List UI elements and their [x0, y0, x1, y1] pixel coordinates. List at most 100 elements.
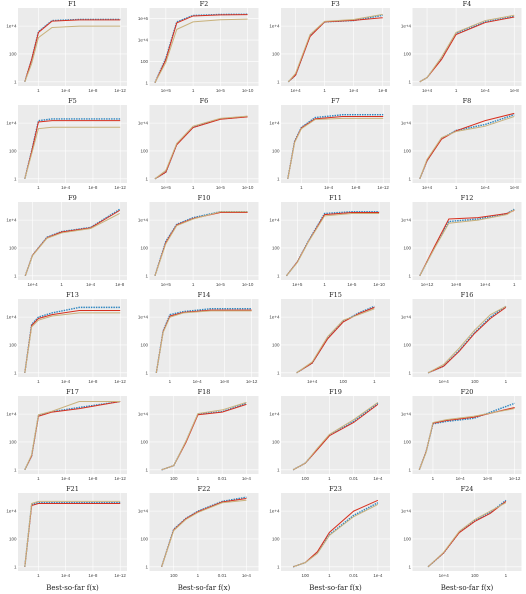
- x-tick-label: 1e+5: [161, 282, 172, 287]
- x-tick-label: 1: [373, 379, 376, 384]
- x-tick-label: 1e-8: [378, 88, 388, 93]
- panel-title: F18: [198, 388, 211, 396]
- x-tick-label: 1e-4: [61, 185, 71, 190]
- series-line: [154, 13, 248, 84]
- x-tick-label: 1: [505, 379, 508, 384]
- y-tick-label: 100: [403, 342, 411, 347]
- plot-background: [18, 202, 127, 280]
- y-tick-label: 100: [403, 536, 411, 541]
- series-line: [419, 209, 515, 277]
- x-tick-label: 1e-8: [88, 185, 98, 190]
- x-tick-label: 1: [60, 282, 63, 287]
- plot-background: [18, 396, 127, 474]
- panel-title: F16: [461, 291, 474, 299]
- x-tick-label: 1: [192, 88, 195, 93]
- x-tick-label: 1: [323, 282, 326, 287]
- y-tick-label: 1: [277, 176, 280, 181]
- x-tick-label: 1: [37, 379, 40, 384]
- x-tick-label: 1e+5: [292, 282, 303, 287]
- y-tick-label: 1e+4: [138, 121, 149, 126]
- x-tick-label: 1e-12: [246, 379, 258, 384]
- x-tick-label: 1e-4: [61, 379, 71, 384]
- x-tick-label: 1e-5: [216, 282, 226, 287]
- y-tick-label: 1e+4: [6, 509, 17, 514]
- x-tick-label: 1: [505, 573, 508, 578]
- y-tick-label: 1e+4: [401, 121, 412, 126]
- series-line: [24, 126, 121, 179]
- x-tick-label: 1e+4: [480, 282, 491, 287]
- x-tick-label: 1: [197, 573, 200, 578]
- x-tick-label: 1e-5: [216, 185, 226, 190]
- series-line: [427, 306, 507, 374]
- y-tick-label: 1: [14, 564, 17, 569]
- series-line: [419, 115, 515, 179]
- panel-title: F23: [329, 485, 342, 493]
- panel-title: F22: [198, 485, 211, 493]
- y-tick-label: 100: [140, 245, 148, 250]
- y-tick-label: 100: [403, 51, 411, 56]
- y-tick-label: 1e+4: [138, 38, 149, 43]
- x-tick-label: 1: [300, 185, 303, 190]
- x-tick-label: 1e-4: [373, 573, 383, 578]
- series-line: [296, 308, 375, 374]
- y-tick-label: 1: [14, 370, 17, 375]
- panel-title: F12: [461, 194, 474, 202]
- y-tick-label: 1e+4: [6, 121, 17, 126]
- plot-background: [149, 396, 259, 474]
- plot-background: [412, 396, 522, 474]
- x-tick-label: 100: [301, 476, 309, 481]
- y-tick-label: 1: [277, 370, 280, 375]
- x-tick-label: 1e-12: [377, 185, 389, 190]
- series-line: [419, 14, 515, 83]
- y-tick-label: 1: [277, 273, 280, 278]
- plot-background: [412, 493, 522, 571]
- series-line: [427, 502, 507, 568]
- x-axis-label: Best-so-far f(x): [46, 584, 99, 592]
- x-tick-label: 1e+5: [161, 88, 172, 93]
- y-tick-label: 1e+4: [6, 218, 17, 223]
- series-line: [154, 18, 248, 84]
- series-line: [161, 401, 247, 471]
- x-tick-label: 0.01: [218, 573, 227, 578]
- x-tick-label: 1e-8: [88, 88, 98, 93]
- x-tick-label: 1: [37, 88, 40, 93]
- x-tick-label: 1e-8: [115, 282, 125, 287]
- series-line: [161, 499, 247, 567]
- x-tick-label: 1e-4: [349, 88, 359, 93]
- panel-title: F24: [461, 485, 474, 493]
- x-tick-label: 1e-5: [216, 88, 226, 93]
- y-tick-label: 1: [145, 273, 148, 278]
- x-tick-label: 1e-4: [242, 476, 252, 481]
- series-line: [24, 213, 120, 276]
- x-tick-label: 100: [170, 573, 178, 578]
- y-tick-label: 100: [403, 439, 411, 444]
- y-tick-label: 100: [140, 59, 148, 64]
- y-tick-label: 1: [277, 467, 280, 472]
- series-line: [287, 117, 384, 179]
- y-tick-label: 1e+4: [269, 121, 280, 126]
- series-line: [285, 211, 380, 277]
- x-tick-label: 1: [455, 88, 458, 93]
- x-tick-label: 100: [170, 476, 178, 481]
- panel-title: F2: [200, 0, 209, 8]
- y-tick-label: 1e+4: [138, 218, 149, 223]
- panel-title: F15: [329, 291, 342, 299]
- y-tick-label: 1e+4: [269, 412, 280, 417]
- series-line: [287, 17, 383, 83]
- x-tick-label: 1e-4: [61, 573, 71, 578]
- series-line: [418, 408, 515, 470]
- series-line: [154, 116, 248, 180]
- y-tick-label: 100: [9, 51, 17, 56]
- plot-background: [412, 299, 522, 377]
- x-tick-label: 1e-8: [88, 379, 98, 384]
- y-tick-label: 100: [272, 51, 280, 56]
- x-tick-label: 1e-4: [324, 185, 334, 190]
- x-tick-label: 1e+4: [307, 379, 318, 384]
- x-axis-label: Best-so-far f(x): [441, 584, 494, 592]
- y-tick-label: 100: [140, 148, 148, 153]
- panel-title: F8: [463, 97, 472, 105]
- x-tick-label: 1e-8: [88, 573, 98, 578]
- x-tick-label: 1: [432, 476, 435, 481]
- y-tick-label: 1: [14, 467, 17, 472]
